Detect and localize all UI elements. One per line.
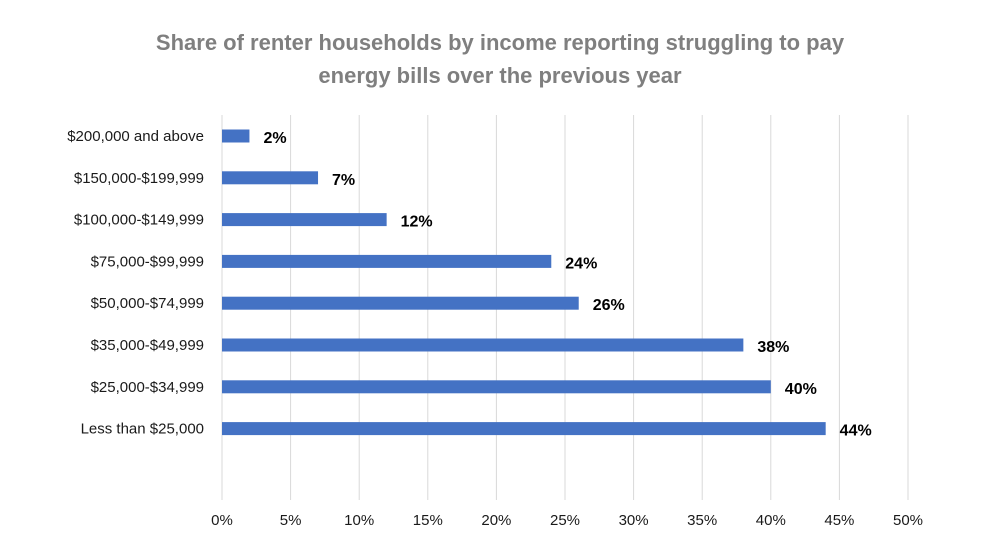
bar [222, 213, 387, 227]
data-labels: 2% 7% 12% 24% 26% 38% 40% 44% [263, 130, 871, 440]
category-label: $150,000-$199,999 [74, 170, 204, 187]
bar [222, 380, 771, 394]
bar [222, 171, 319, 185]
data-label: 44% [840, 423, 872, 440]
data-label: 12% [401, 214, 433, 231]
category-label: $50,000-$74,999 [91, 295, 204, 312]
data-label: 7% [332, 172, 355, 189]
category-label: $35,000-$49,999 [91, 337, 204, 354]
x-tick-label: 50% [893, 512, 923, 529]
data-label: 24% [565, 255, 597, 272]
data-label: 26% [593, 297, 625, 314]
category-label: $25,000-$34,999 [91, 379, 204, 396]
chart-title-line-1: Share of renter households by income rep… [155, 30, 845, 55]
category-label: $75,000-$99,999 [91, 253, 204, 270]
x-tick-label: 25% [550, 512, 580, 529]
bar [222, 296, 579, 310]
bars [222, 129, 826, 436]
category-label: $100,000-$149,999 [74, 212, 204, 229]
chart-title: Share of renter households by income rep… [0, 26, 1000, 92]
category-labels: $200,000 and above $150,000-$199,999 $100,… [67, 128, 204, 438]
x-tick-label: 0% [211, 512, 233, 529]
x-tick-label: 40% [756, 512, 786, 529]
x-tick-label: 20% [481, 512, 511, 529]
x-tick-label: 5% [280, 512, 302, 529]
bar [222, 422, 826, 436]
data-label: 40% [785, 381, 817, 398]
data-label: 38% [757, 339, 789, 356]
bar [222, 129, 250, 143]
x-tick-label: 15% [413, 512, 443, 529]
x-tick-label: 10% [344, 512, 374, 529]
x-tick-label: 45% [824, 512, 854, 529]
bar [222, 338, 744, 352]
x-axis-tick-labels: 0% 5% 10% 15% 20% 25% 30% 35% 40% 45% 50% [211, 512, 923, 529]
bar [222, 254, 552, 268]
chart-title-line-2: energy bills over the previous year [318, 63, 682, 88]
x-tick-label: 35% [687, 512, 717, 529]
data-label: 2% [263, 130, 286, 147]
category-label: Less than $25,000 [81, 421, 204, 438]
gridlines [221, 115, 909, 500]
category-label: $200,000 and above [67, 128, 204, 145]
x-tick-label: 30% [619, 512, 649, 529]
